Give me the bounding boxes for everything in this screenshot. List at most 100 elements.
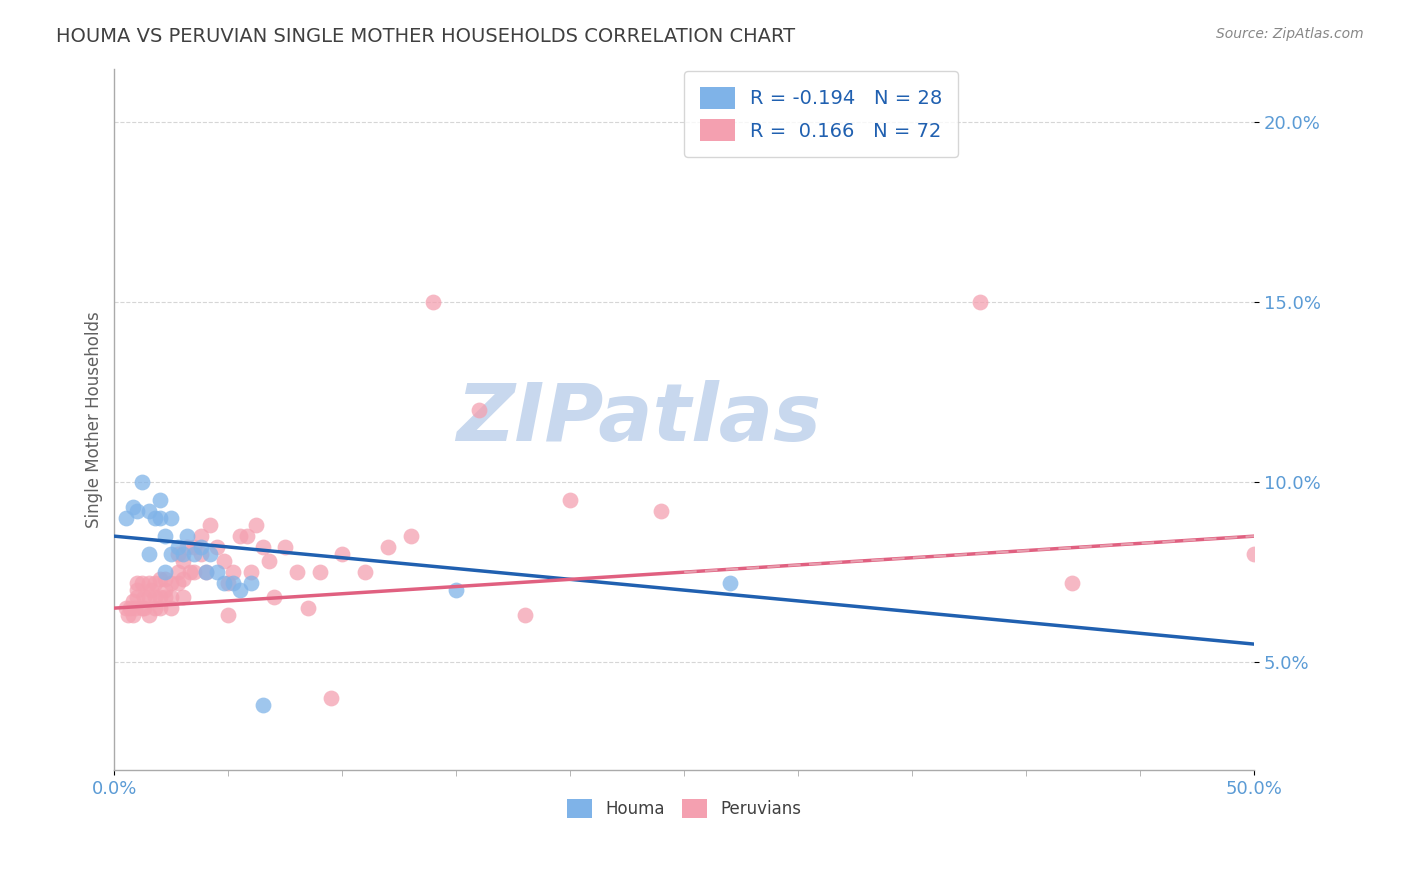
Point	[124, 601, 146, 615]
Point	[513, 608, 536, 623]
Point	[120, 601, 142, 615]
Point	[131, 601, 153, 615]
Point	[263, 591, 285, 605]
Point	[131, 576, 153, 591]
Point	[718, 576, 741, 591]
Point	[127, 591, 149, 605]
Point	[145, 591, 167, 605]
Point	[172, 554, 194, 568]
Point	[183, 540, 205, 554]
Point	[167, 565, 190, 579]
Point	[167, 576, 190, 591]
Point	[229, 583, 252, 598]
Point	[399, 529, 422, 543]
Text: HOUMA VS PERUVIAN SINGLE MOTHER HOUSEHOLDS CORRELATION CHART: HOUMA VS PERUVIAN SINGLE MOTHER HOUSEHOL…	[56, 27, 796, 45]
Point	[194, 565, 217, 579]
Point	[1060, 576, 1083, 591]
Point	[153, 591, 176, 605]
Point	[167, 540, 190, 554]
Point	[149, 493, 172, 508]
Point	[153, 565, 176, 579]
Point	[446, 583, 468, 598]
Text: ZIPatlas: ZIPatlas	[456, 380, 821, 458]
Point	[222, 576, 245, 591]
Point	[127, 576, 149, 591]
Point	[160, 511, 183, 525]
Point	[121, 500, 143, 515]
Point	[179, 565, 201, 579]
Point	[252, 540, 274, 554]
Point	[229, 529, 252, 543]
Point	[183, 565, 205, 579]
Y-axis label: Single Mother Households: Single Mother Households	[86, 311, 103, 528]
Point	[138, 591, 160, 605]
Point	[235, 529, 257, 543]
Point	[240, 565, 263, 579]
Point	[160, 601, 183, 615]
Point	[240, 576, 263, 591]
Point	[1243, 547, 1265, 561]
Point	[127, 583, 149, 598]
Point	[205, 565, 228, 579]
Point	[190, 547, 212, 561]
Point	[149, 572, 172, 586]
Point	[217, 608, 239, 623]
Point	[132, 601, 155, 615]
Point	[252, 698, 274, 713]
Point	[153, 572, 176, 586]
Point	[205, 540, 228, 554]
Point	[176, 529, 198, 543]
Point	[354, 565, 377, 579]
Point	[167, 547, 190, 561]
Point	[145, 601, 167, 615]
Point	[422, 295, 444, 310]
Point	[114, 601, 136, 615]
Point	[138, 608, 160, 623]
Point	[222, 565, 245, 579]
Point	[149, 601, 172, 615]
Point	[138, 576, 160, 591]
Point	[198, 518, 221, 533]
Point	[145, 576, 167, 591]
Point	[212, 576, 235, 591]
Point	[259, 554, 281, 568]
Point	[121, 608, 143, 623]
Point	[127, 504, 149, 518]
Point	[149, 511, 172, 525]
Point	[190, 529, 212, 543]
Point	[217, 576, 239, 591]
Point	[245, 518, 267, 533]
Text: Source: ZipAtlas.com: Source: ZipAtlas.com	[1216, 27, 1364, 41]
Point	[194, 565, 217, 579]
Point	[969, 295, 991, 310]
Point	[153, 583, 176, 598]
Point	[330, 547, 353, 561]
Point	[153, 529, 176, 543]
Point	[560, 493, 582, 508]
Point	[117, 608, 139, 623]
Point	[172, 547, 194, 561]
Point	[377, 540, 399, 554]
Point	[183, 547, 205, 561]
Point	[132, 591, 155, 605]
Point	[160, 547, 183, 561]
Point	[285, 565, 308, 579]
Point	[160, 591, 183, 605]
Point	[176, 540, 198, 554]
Point	[160, 576, 183, 591]
Point	[149, 591, 172, 605]
Point	[172, 572, 194, 586]
Point	[172, 591, 194, 605]
Point	[308, 565, 330, 579]
Point	[131, 475, 153, 490]
Point	[138, 504, 160, 518]
Point	[212, 554, 235, 568]
Point	[468, 403, 491, 417]
Point	[650, 504, 672, 518]
Point	[297, 601, 319, 615]
Point	[145, 511, 167, 525]
Point	[138, 547, 160, 561]
Point	[274, 540, 297, 554]
Point	[319, 691, 342, 706]
Legend: Houma, Peruvians: Houma, Peruvians	[561, 792, 808, 825]
